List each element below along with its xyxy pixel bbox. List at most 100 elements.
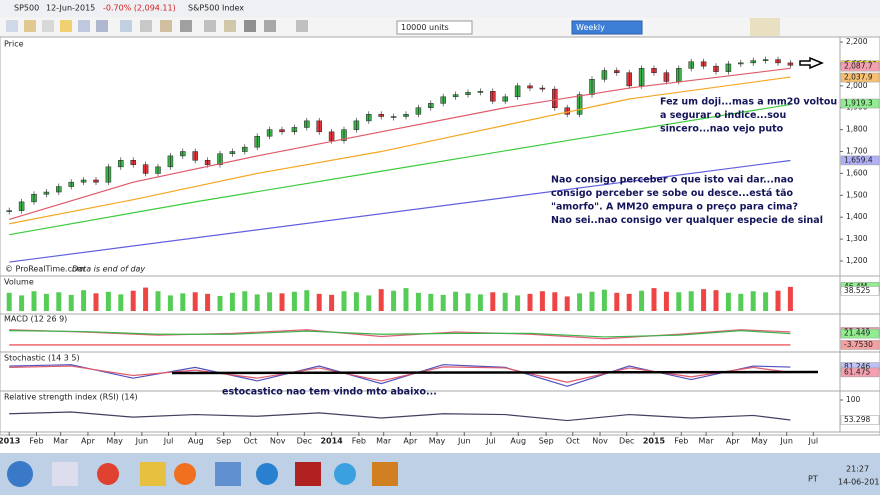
volume-bar	[19, 295, 25, 311]
volume-bar	[105, 291, 111, 311]
y-tick-label: 1,500	[846, 190, 868, 199]
symbol: SP500	[14, 4, 39, 13]
volume-bar	[6, 292, 12, 311]
trend-line	[171, 370, 819, 375]
series-line	[9, 330, 791, 338]
clock-date: 14-06-2015	[838, 478, 880, 487]
volume-bar	[601, 289, 607, 311]
x-tick-label: Feb	[352, 437, 366, 446]
x-tick-label: Jul	[163, 437, 174, 446]
volume-bar	[242, 291, 248, 311]
volume-bar	[391, 290, 397, 311]
x-tick-label: Nov	[270, 437, 286, 446]
volume-bar	[329, 294, 335, 311]
volume-bar	[378, 289, 384, 311]
volume-bar	[552, 292, 558, 311]
x-tick-label: Dec	[619, 437, 634, 446]
volume-bar	[502, 292, 508, 311]
value-tag-label: 2,037.9	[844, 73, 873, 82]
x-tick-label: Jul	[808, 437, 819, 446]
y-tick-label: 100	[846, 395, 861, 404]
volume-bar	[651, 288, 657, 311]
x-tick-label: May	[106, 437, 123, 446]
volume-bar	[31, 291, 37, 311]
value-tag-label: 81.246	[844, 362, 870, 371]
volume-bar	[701, 289, 707, 311]
y-tick-label: 1,700	[846, 147, 868, 156]
volume-bar	[750, 291, 756, 311]
annotation: Nao sei..nao consigo ver qualquer especi…	[551, 215, 823, 226]
period-value: Weekly	[576, 23, 605, 32]
source: © ProRealTime.com	[5, 265, 85, 274]
volume-bar	[688, 291, 694, 311]
y-tick-label: 2,200	[846, 37, 868, 46]
volume-bar	[118, 294, 124, 311]
y-tick-label: 1,400	[846, 212, 868, 221]
value-tag	[840, 155, 880, 166]
period-dropdown[interactable]	[571, 20, 643, 35]
value-tag-label: 1,659.4	[844, 155, 873, 164]
units-dropdown[interactable]	[396, 20, 473, 35]
volume-bar	[676, 292, 682, 311]
volume-bar	[477, 294, 483, 311]
volume-bar	[663, 291, 669, 311]
value-tag	[840, 286, 880, 296]
toolbar-icons	[6, 18, 780, 36]
x-tick-label: Oct	[243, 437, 257, 446]
series-line	[9, 67, 791, 220]
volume-bar	[515, 295, 521, 311]
x-tick-label: Feb	[29, 437, 43, 446]
x-tick-label: Apr	[726, 437, 741, 446]
taskbar-icons	[7, 461, 398, 487]
volume-bar	[341, 291, 347, 311]
x-tick-label: Mar	[376, 437, 392, 446]
x-tick-label: 2014	[320, 437, 343, 446]
taskbar	[0, 453, 880, 495]
volume-bar	[291, 291, 297, 311]
volume-bar	[763, 292, 769, 311]
x-tick-label: 2013	[0, 437, 20, 446]
value-tag	[840, 61, 880, 72]
x-tick-label: Jun	[135, 437, 149, 446]
x-tick-label: Apr	[81, 437, 96, 446]
units-value: 10000 units	[401, 23, 449, 32]
x-tick-label: Aug	[188, 437, 204, 446]
annotation: sincero...nao vejo puto	[660, 124, 784, 135]
annotation: estocastico nao tem vindo mto abaixo...	[222, 387, 437, 398]
source-note: Data is end of day	[72, 265, 145, 274]
panel-title: Volume	[4, 278, 34, 287]
x-tick-label: Jun	[779, 437, 793, 446]
panel-title: Relative strength index (RSI) (14)	[4, 393, 138, 402]
value-tag-label: 21.449	[844, 329, 870, 338]
title-bar	[0, 0, 880, 17]
annotation: Fez um doji...mas a mm20 voltou	[660, 97, 837, 108]
series-line	[9, 103, 791, 236]
x-tick-label: Nov	[592, 437, 608, 446]
series-line	[9, 365, 791, 383]
volume-bar	[254, 294, 260, 311]
volume-bar	[366, 295, 372, 311]
series-line	[9, 76, 791, 225]
volume-bar	[68, 294, 74, 311]
series-line	[9, 411, 791, 422]
annotation: Nao consigo perceber o que isto vai dar.…	[551, 175, 794, 186]
x-tick-label: Feb	[674, 437, 688, 446]
x-tick-label: May	[429, 437, 446, 446]
volume-bar	[279, 293, 285, 311]
volume-bar	[304, 290, 310, 311]
value-tag	[840, 72, 880, 83]
volume-bar	[564, 296, 570, 311]
x-tick-label: Apr	[403, 437, 418, 446]
y-tick-label: 1,600	[846, 168, 868, 177]
chart-area	[0, 36, 880, 436]
volume-bar	[229, 292, 235, 311]
value-tag-label: 1,919.3	[844, 99, 873, 108]
volume-bar	[167, 295, 173, 311]
volume-bar	[428, 293, 434, 311]
x-tick-label: Oct	[566, 437, 580, 446]
volume-bar	[713, 290, 719, 311]
y-tick-label: 1,300	[846, 234, 868, 243]
value-tag	[840, 328, 880, 339]
